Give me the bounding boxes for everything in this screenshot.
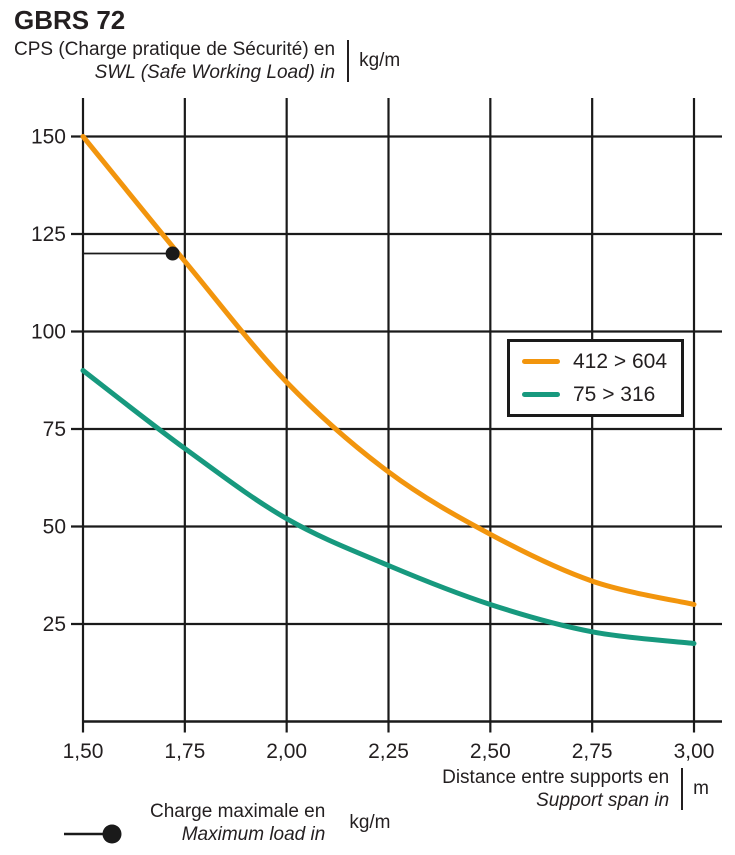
max-load-label-fr: Charge maximale en	[150, 801, 326, 822]
y-tick-label: 50	[43, 516, 66, 539]
divider	[347, 40, 350, 82]
y-tick-label: 75	[43, 418, 66, 441]
x-tick-label: 3,00	[674, 740, 715, 763]
max-load-label-en: Maximum load in	[181, 824, 326, 845]
x-axis-unit: m	[693, 778, 709, 799]
max-load-marker-icon	[64, 824, 122, 844]
max-load-text: Charge maximale en Maximum load in	[150, 800, 325, 846]
max-load-legend: Charge maximale en Maximum load in kg/m	[62, 800, 391, 846]
legend-label: 412 > 604	[573, 349, 668, 373]
divider	[681, 768, 684, 810]
x-tick-label: 2,25	[368, 740, 409, 763]
x-axis-title-en: Support span in	[536, 790, 670, 811]
x-axis-title-fr: Distance entre supports en	[442, 767, 670, 788]
legend-item: 75 > 316	[522, 383, 669, 407]
line-chart: 1,50 1,75 2,00 2,25 2,50 2,75 3,00 25 50 75 100 125…	[31, 98, 722, 763]
y-tick-label: 100	[31, 321, 66, 344]
page-title: GBRS 72	[14, 5, 126, 35]
x-tick-label: 2,00	[266, 740, 307, 763]
max-load-marker-dot	[165, 246, 180, 261]
x-tick-label: 2,75	[572, 740, 613, 763]
legend-item: 412 > 604	[522, 350, 669, 374]
x-tick-label: 2,50	[470, 740, 511, 763]
y-axis-title-text: CPS (Charge pratique de Sécurité) en SWL…	[14, 38, 335, 84]
x-axis-title: Distance entre supports en Support span …	[442, 766, 735, 812]
y-tick-label: 25	[43, 613, 66, 636]
y-axis-title-en: SWL (Safe Working Load) in	[94, 62, 336, 83]
legend-label: 75 > 316	[573, 382, 656, 406]
legend-swatch-teal	[522, 392, 560, 397]
y-axis-title-fr: CPS (Charge pratique de Sécurité) en	[14, 39, 336, 60]
x-tick-label: 1,50	[63, 740, 104, 763]
max-load-unit: kg/m	[349, 812, 391, 833]
legend-swatch-orange	[522, 359, 560, 364]
chart-header: GBRS 72	[14, 5, 126, 36]
y-axis-unit: kg/m	[359, 50, 401, 71]
y-tick-label: 150	[31, 126, 66, 149]
legend-box: 412 > 604 75 > 316	[507, 339, 684, 417]
y-axis-title: CPS (Charge pratique de Sécurité) en SWL…	[14, 38, 400, 84]
series-curve-75-316	[80, 368, 697, 646]
x-tick-label: 1,75	[164, 740, 205, 763]
y-tick-label: 125	[31, 223, 66, 246]
x-axis-title-text: Distance entre supports en Support span …	[442, 766, 669, 812]
series-curve-412-604	[80, 134, 697, 607]
